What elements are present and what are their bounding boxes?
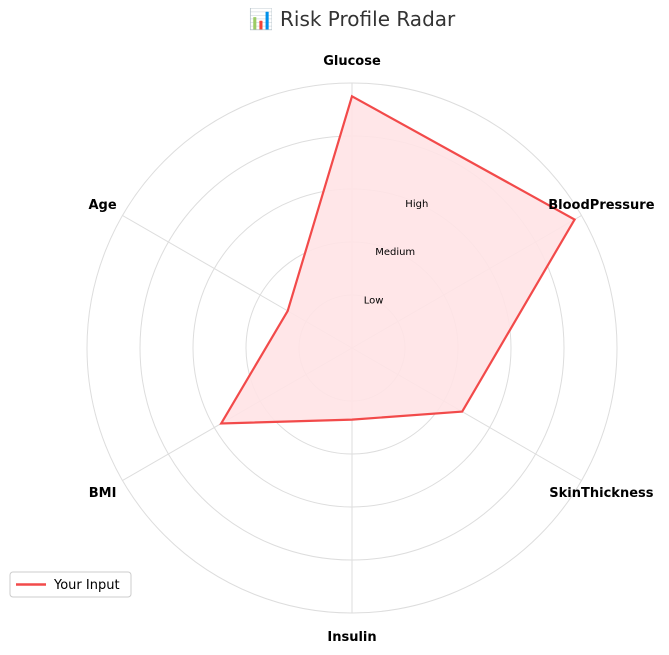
series-layer: [219, 94, 577, 425]
series-area-0: [221, 96, 575, 424]
legend-series-label: Your Input: [53, 578, 120, 593]
axis-label-bloodpressure: BloodPressure: [548, 198, 654, 213]
series-line-0: [219, 94, 577, 425]
ring-labels: Low Medium High: [364, 199, 429, 307]
axis-label-glucose: Glucose: [323, 54, 381, 69]
axis-label-age: Age: [89, 198, 117, 213]
legend-box: [9, 571, 132, 598]
ring-label-medium: Medium: [375, 247, 415, 258]
axis-labels: Glucose BloodPressure SkinThickness Insulin…: [89, 54, 655, 645]
legend: Your Input: [9, 571, 132, 598]
axis-label-bmi: BMI: [89, 486, 117, 501]
chart-title: 📊 Risk Profile Radar: [249, 7, 456, 31]
ring-label-low: Low: [364, 296, 384, 307]
axis-label-skinthickness: SkinThickness: [549, 486, 653, 501]
axis-label-insulin: Insulin: [327, 630, 376, 645]
ring-label-high: High: [405, 199, 428, 210]
